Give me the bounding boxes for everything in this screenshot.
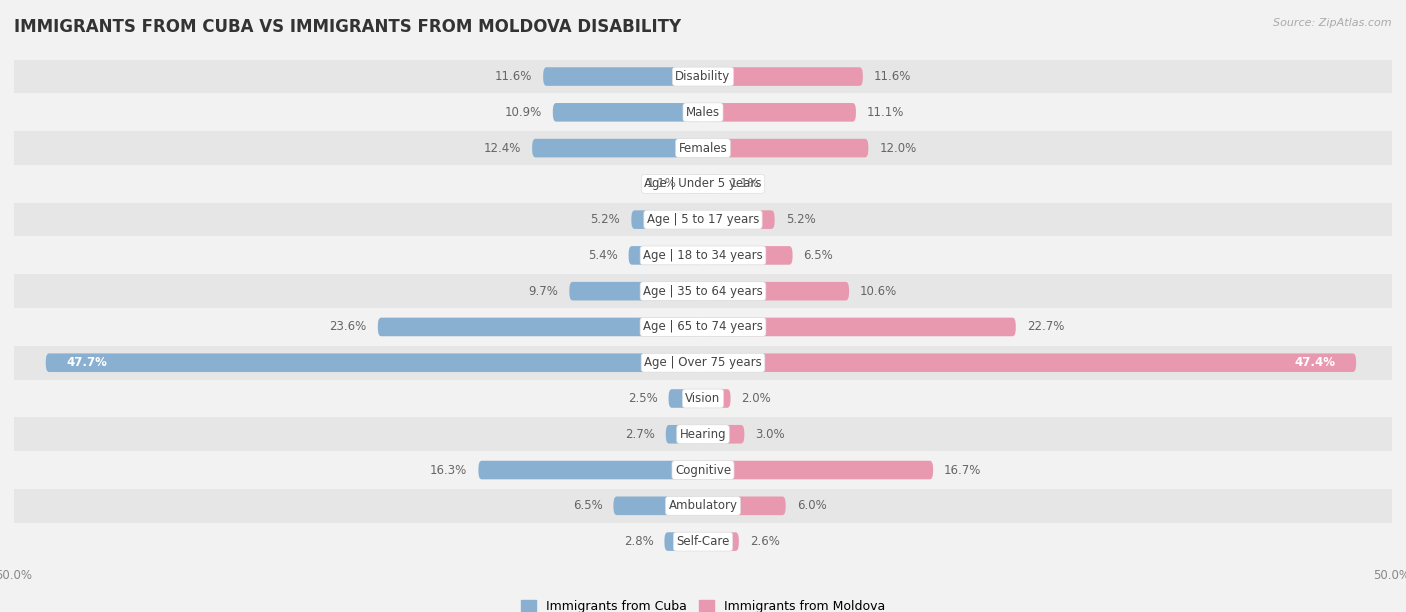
Text: Age | 65 to 74 years: Age | 65 to 74 years [643,321,763,334]
Text: 16.7%: 16.7% [945,463,981,477]
Text: 16.3%: 16.3% [430,463,467,477]
FancyBboxPatch shape [14,274,1392,308]
FancyBboxPatch shape [14,453,1392,487]
FancyBboxPatch shape [531,139,703,157]
Text: 2.5%: 2.5% [628,392,658,405]
Text: 47.7%: 47.7% [66,356,107,369]
FancyBboxPatch shape [631,211,703,229]
FancyBboxPatch shape [613,496,703,515]
Text: 9.7%: 9.7% [529,285,558,297]
FancyBboxPatch shape [14,239,1392,272]
FancyBboxPatch shape [14,417,1392,451]
FancyBboxPatch shape [14,524,1392,558]
Text: 1.1%: 1.1% [730,177,759,190]
Text: Age | 5 to 17 years: Age | 5 to 17 years [647,213,759,226]
Text: 5.4%: 5.4% [588,249,617,262]
Text: Males: Males [686,106,720,119]
FancyBboxPatch shape [703,211,775,229]
Text: 6.0%: 6.0% [797,499,827,512]
FancyBboxPatch shape [703,67,863,86]
Text: 12.4%: 12.4% [484,141,522,155]
Text: Age | Under 5 years: Age | Under 5 years [644,177,762,190]
FancyBboxPatch shape [14,95,1392,129]
FancyBboxPatch shape [46,353,703,372]
FancyBboxPatch shape [14,132,1392,165]
Text: 1.1%: 1.1% [647,177,676,190]
Text: 11.6%: 11.6% [495,70,531,83]
FancyBboxPatch shape [14,167,1392,201]
Text: Age | Over 75 years: Age | Over 75 years [644,356,762,369]
FancyBboxPatch shape [669,389,703,408]
Text: 47.4%: 47.4% [1295,356,1336,369]
Text: Source: ZipAtlas.com: Source: ZipAtlas.com [1274,18,1392,28]
FancyBboxPatch shape [703,174,718,193]
FancyBboxPatch shape [703,496,786,515]
FancyBboxPatch shape [703,139,869,157]
Text: Age | 18 to 34 years: Age | 18 to 34 years [643,249,763,262]
FancyBboxPatch shape [378,318,703,336]
Text: 23.6%: 23.6% [329,321,367,334]
FancyBboxPatch shape [703,532,738,551]
Text: Age | 35 to 64 years: Age | 35 to 64 years [643,285,763,297]
Text: 12.0%: 12.0% [879,141,917,155]
FancyBboxPatch shape [478,461,703,479]
FancyBboxPatch shape [666,425,703,444]
FancyBboxPatch shape [703,282,849,300]
FancyBboxPatch shape [703,318,1015,336]
Text: 6.5%: 6.5% [804,249,834,262]
Text: 2.8%: 2.8% [624,535,654,548]
FancyBboxPatch shape [703,425,744,444]
Text: Cognitive: Cognitive [675,463,731,477]
Text: 10.9%: 10.9% [505,106,541,119]
FancyBboxPatch shape [628,246,703,265]
Text: Females: Females [679,141,727,155]
Text: 3.0%: 3.0% [755,428,785,441]
Text: Disability: Disability [675,70,731,83]
Text: 5.2%: 5.2% [591,213,620,226]
Text: Ambulatory: Ambulatory [668,499,738,512]
FancyBboxPatch shape [14,60,1392,94]
FancyBboxPatch shape [703,246,793,265]
FancyBboxPatch shape [703,103,856,122]
FancyBboxPatch shape [703,389,731,408]
Text: 2.7%: 2.7% [624,428,655,441]
Text: 2.6%: 2.6% [749,535,780,548]
Text: 6.5%: 6.5% [572,499,602,512]
FancyBboxPatch shape [14,310,1392,344]
Text: 11.1%: 11.1% [868,106,904,119]
FancyBboxPatch shape [14,382,1392,416]
FancyBboxPatch shape [703,353,1357,372]
FancyBboxPatch shape [688,174,703,193]
Text: 2.0%: 2.0% [741,392,772,405]
FancyBboxPatch shape [569,282,703,300]
Legend: Immigrants from Cuba, Immigrants from Moldova: Immigrants from Cuba, Immigrants from Mo… [516,595,890,612]
FancyBboxPatch shape [14,203,1392,236]
FancyBboxPatch shape [14,489,1392,523]
Text: Vision: Vision [685,392,721,405]
FancyBboxPatch shape [543,67,703,86]
FancyBboxPatch shape [665,532,703,551]
Text: Self-Care: Self-Care [676,535,730,548]
FancyBboxPatch shape [553,103,703,122]
Text: IMMIGRANTS FROM CUBA VS IMMIGRANTS FROM MOLDOVA DISABILITY: IMMIGRANTS FROM CUBA VS IMMIGRANTS FROM … [14,18,681,36]
Text: 11.6%: 11.6% [875,70,911,83]
FancyBboxPatch shape [14,346,1392,379]
FancyBboxPatch shape [703,461,934,479]
Text: Hearing: Hearing [679,428,727,441]
Text: 5.2%: 5.2% [786,213,815,226]
Text: 10.6%: 10.6% [860,285,897,297]
Text: 22.7%: 22.7% [1026,321,1064,334]
